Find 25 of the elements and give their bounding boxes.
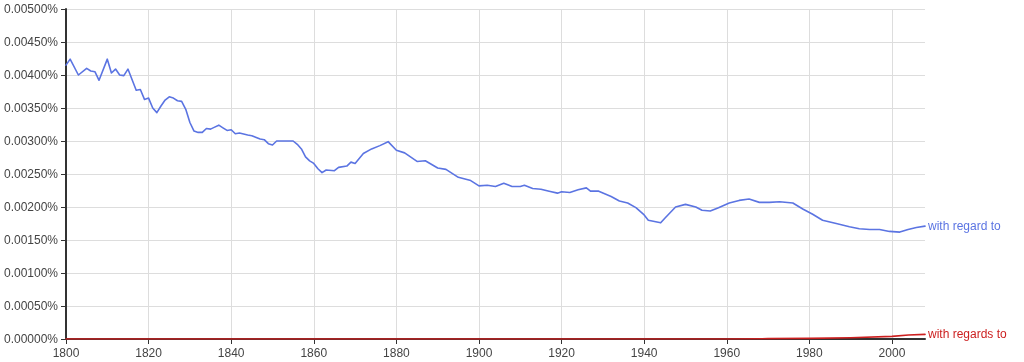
x-tick-label: 1940 xyxy=(630,346,658,360)
x-tick-label: 1800 xyxy=(52,346,80,360)
y-tick-label: 0.00050% xyxy=(3,299,59,313)
y-tick-label: 0.00200% xyxy=(3,200,59,214)
series-label: with regards to xyxy=(927,327,1008,342)
x-tick-label: 1840 xyxy=(217,346,245,360)
x-tick-label: 1860 xyxy=(300,346,328,360)
line-series xyxy=(65,58,926,233)
y-tick-label: 0.00300% xyxy=(3,134,59,148)
x-tick-label: 1960 xyxy=(713,346,741,360)
y-tick-label: 0.00400% xyxy=(3,68,59,82)
x-tick-label: 1880 xyxy=(383,346,411,360)
y-tick-label: 0.00350% xyxy=(3,101,59,115)
x-tick-label: 1900 xyxy=(465,346,493,360)
x-tick-label: 1920 xyxy=(548,346,576,360)
x-tick-label: 2000 xyxy=(878,346,906,360)
y-tick-label: 0.00250% xyxy=(3,167,59,181)
y-tick-label: 0.00000% xyxy=(3,332,59,346)
y-tick-label: 0.00100% xyxy=(3,266,59,280)
x-tick-label: 1980 xyxy=(796,346,824,360)
x-tick-label: 1820 xyxy=(135,346,163,360)
y-tick-label: 0.00150% xyxy=(3,233,59,247)
y-tick-label: 0.00500% xyxy=(3,2,59,16)
series-label: with regard to xyxy=(927,219,1002,234)
y-tick-label: 0.00450% xyxy=(3,35,59,49)
